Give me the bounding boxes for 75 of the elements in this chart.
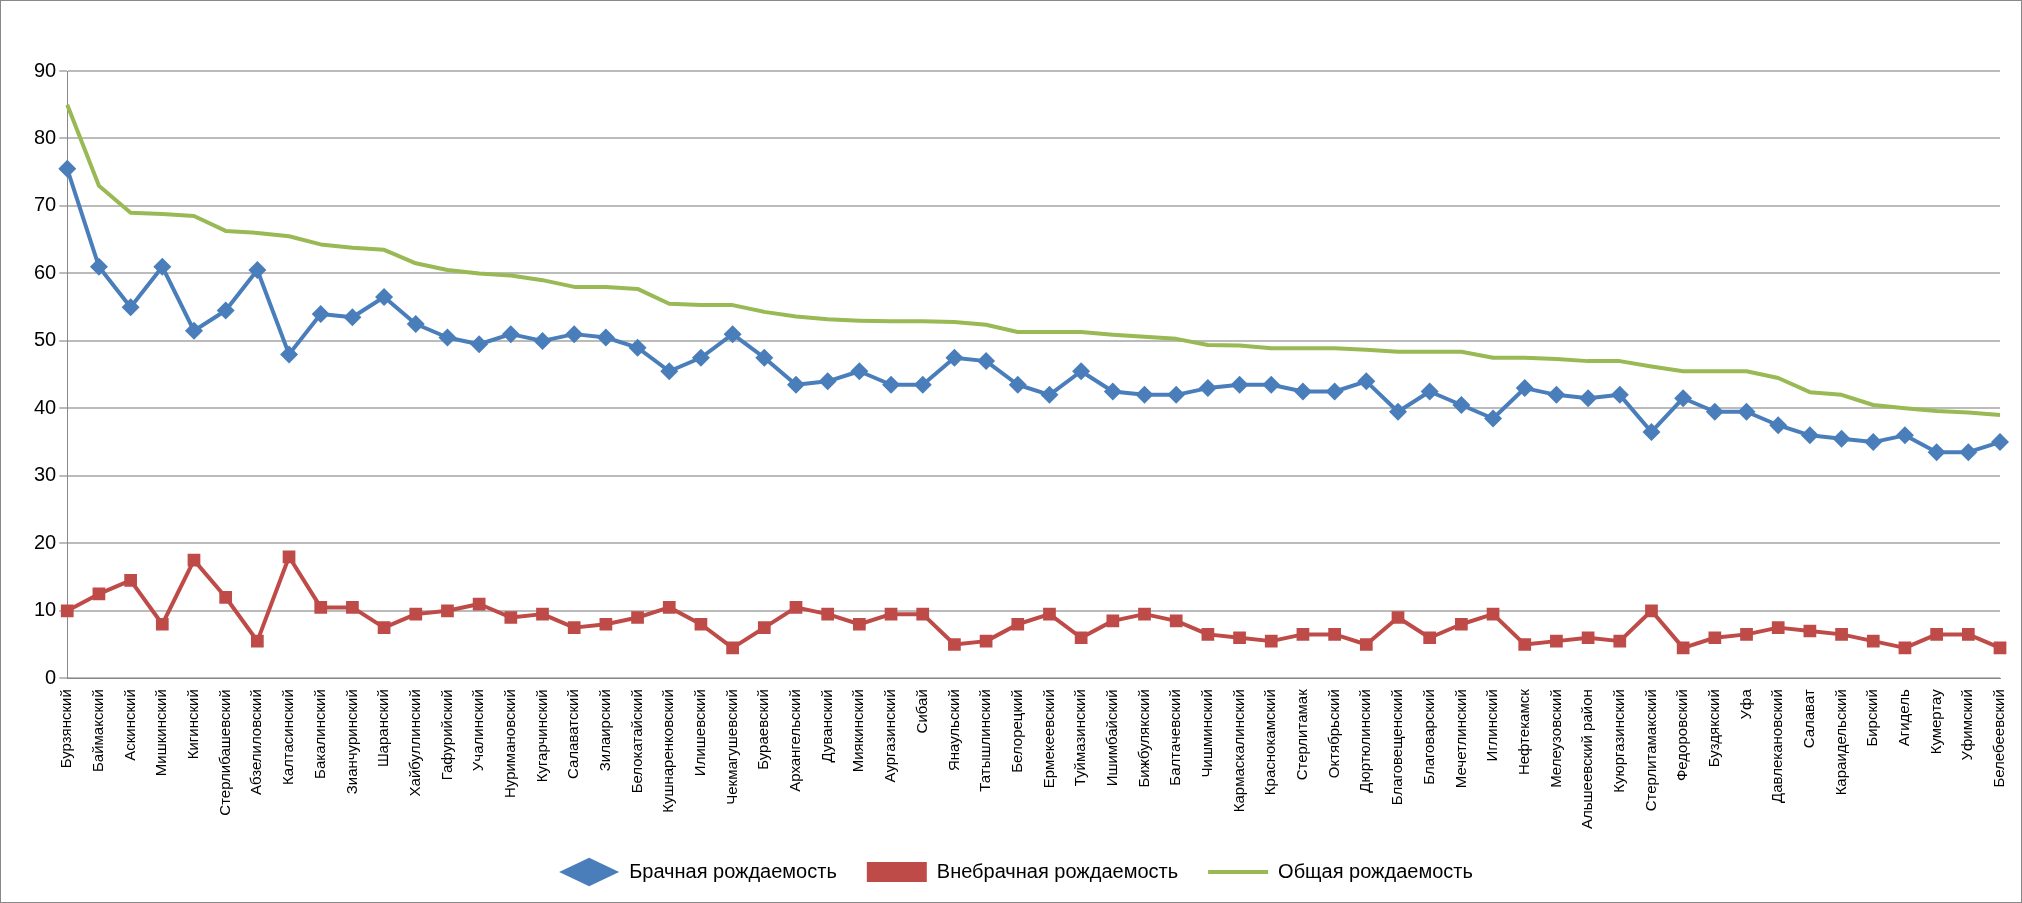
x-tick-label: Архангельский bbox=[786, 689, 804, 792]
x-tick-label: Чишминский bbox=[1198, 689, 1216, 778]
x-tick-label: Калтасинский bbox=[279, 689, 297, 786]
y-tick-label: 70 bbox=[34, 193, 57, 216]
y-tick-label: 20 bbox=[34, 530, 57, 553]
x-tick-label: Нуримановский bbox=[500, 689, 518, 799]
x-tick-label: Балтачевский bbox=[1166, 689, 1184, 786]
y-tick-label: 0 bbox=[45, 665, 57, 688]
x-tick-label: Благоварский bbox=[1419, 689, 1437, 785]
legend-label: Брачная рождаемость bbox=[629, 859, 837, 882]
x-tick-label: Краснокамский bbox=[1261, 689, 1279, 796]
y-tick-label: 60 bbox=[34, 260, 57, 283]
x-tick-label: Бурзянский bbox=[57, 689, 75, 769]
x-tick-label: Сибай bbox=[912, 689, 930, 734]
x-tick-label: Кармаскалинский bbox=[1229, 689, 1247, 813]
y-tick-label: 10 bbox=[34, 598, 57, 621]
x-tick-label: Федоровский bbox=[1673, 689, 1691, 782]
x-tick-label: Мишкинский bbox=[152, 689, 170, 777]
x-tick-label: Иглинский bbox=[1483, 689, 1501, 762]
x-tick-label: Стерлитамак bbox=[1293, 688, 1311, 781]
y-tick-label: 90 bbox=[34, 58, 57, 81]
x-tick-label: Бижбулякский bbox=[1134, 689, 1152, 788]
x-tick-label: Учалинский bbox=[469, 689, 487, 772]
x-tick-label: Салават bbox=[1800, 689, 1818, 749]
x-tick-label: Миякинский bbox=[849, 689, 867, 773]
x-tick-label: Кумертау bbox=[1926, 688, 1944, 755]
x-tick-label: Чекмагушевский bbox=[722, 689, 740, 805]
x-tick-label: Дуванский bbox=[817, 689, 835, 763]
x-tick-label: Стерлибашевский bbox=[215, 689, 233, 816]
x-tick-label: Гафурийский bbox=[437, 689, 455, 781]
x-tick-label: Зианчуринский bbox=[342, 689, 360, 795]
x-tick-label: Уфимский bbox=[1958, 689, 1976, 761]
x-tick-label: Илишевский bbox=[691, 689, 709, 777]
x-tick-label: Хайбуллинский bbox=[405, 689, 423, 797]
x-tick-label: Бирский bbox=[1863, 689, 1881, 747]
x-tick-label: Дюртюлинский bbox=[1356, 689, 1374, 793]
x-tick-label: Аургазинский bbox=[881, 689, 899, 783]
x-tick-label: Абзелиловский bbox=[247, 689, 265, 796]
x-tick-label: Уфа bbox=[1736, 688, 1754, 720]
x-tick-label: Янаульский bbox=[944, 689, 962, 772]
y-tick-label: 40 bbox=[34, 395, 57, 418]
x-tick-label: Туймазинский bbox=[1071, 689, 1089, 787]
x-tick-label: Октябрьский bbox=[1324, 689, 1342, 779]
x-tick-label: Мечетлинский bbox=[1451, 689, 1469, 789]
y-tick-label: 30 bbox=[34, 463, 57, 486]
x-tick-label: Салаватский bbox=[564, 689, 582, 780]
x-tick-label: Куюргазинский bbox=[1609, 689, 1627, 793]
x-tick-label: Кигинский bbox=[184, 689, 202, 760]
x-tick-label: Белорецкий bbox=[1007, 689, 1025, 773]
y-tick-label: 50 bbox=[34, 328, 57, 351]
legend-label: Общая рождаемость bbox=[1278, 859, 1473, 882]
x-tick-label: Благовещенский bbox=[1388, 689, 1406, 806]
x-tick-label: Стерлитамакский bbox=[1641, 689, 1659, 812]
x-tick-label: Нефтекамск bbox=[1514, 688, 1532, 776]
x-tick-label: Альшеевский район bbox=[1578, 689, 1596, 830]
x-tick-label: Бураевский bbox=[754, 689, 772, 770]
x-tick-label: Мелеузовский bbox=[1546, 689, 1564, 788]
x-tick-label: Белокатайский bbox=[627, 689, 645, 794]
y-tick-label: 80 bbox=[34, 125, 57, 148]
x-tick-label: Бакалинский bbox=[310, 689, 328, 779]
x-tick-label: Давлекановский bbox=[1768, 689, 1786, 803]
legend-label: Внебрачная рождаемость bbox=[936, 859, 1179, 882]
x-tick-label: Зилаирский bbox=[596, 689, 614, 772]
x-tick-label: Белебеевский bbox=[1990, 689, 2008, 788]
x-tick-label: Караидельский bbox=[1831, 689, 1849, 796]
x-tick-label: Ермекеевский bbox=[1039, 689, 1057, 789]
x-tick-label: Ишимбайский bbox=[1102, 689, 1120, 787]
x-tick-label: Кугарчинский bbox=[532, 689, 550, 783]
x-tick-label: Татышлинский bbox=[976, 689, 994, 792]
x-tick-label: Шаранский bbox=[374, 689, 392, 768]
x-tick-label: Агидель bbox=[1895, 689, 1913, 747]
x-tick-label: Баймакский bbox=[89, 689, 107, 773]
x-tick-label: Аскинский bbox=[120, 689, 138, 761]
x-tick-label: Буздякский bbox=[1704, 689, 1722, 768]
x-tick-label: Кушнаренковский bbox=[659, 689, 677, 813]
